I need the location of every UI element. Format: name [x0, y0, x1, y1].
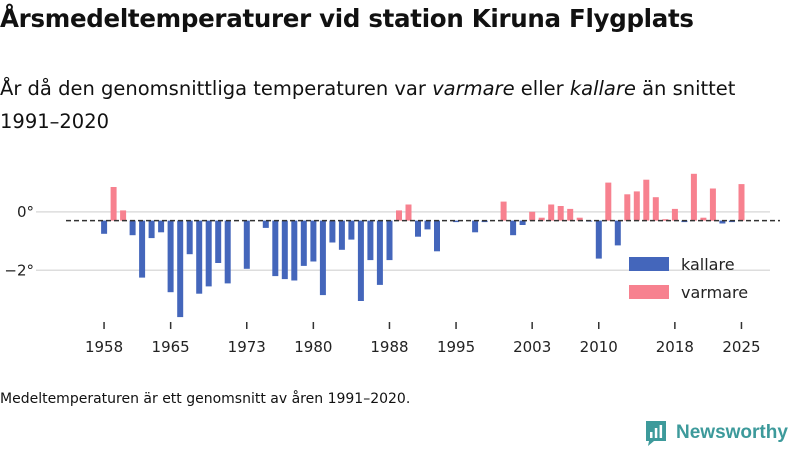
- brand-name: Newsworthy: [676, 422, 788, 443]
- bar-2004: [538, 217, 545, 221]
- bar-1973: [243, 220, 250, 269]
- subtitle-part-2: eller: [514, 77, 570, 100]
- bar-2002: [519, 220, 526, 225]
- bar-chart: 0° −2° 1958 1965 1973 1980 1988 1995 2003 2010 201…: [4, 173, 780, 356]
- subtitle-warm-word: varmare: [432, 77, 515, 100]
- bar-1982: [329, 220, 336, 243]
- x-tick-label: 1958: [85, 338, 123, 356]
- bar-1976: [272, 220, 279, 277]
- bar-2015: [643, 179, 650, 221]
- bar-2003: [529, 211, 536, 221]
- bar-2001: [510, 220, 517, 236]
- bar-2020: [690, 173, 697, 221]
- bar-1993: [434, 220, 440, 252]
- bar-1975: [262, 220, 269, 228]
- legend-label-warm: varmare: [681, 283, 748, 302]
- x-tick-label: 1995: [437, 338, 475, 356]
- bar-1989: [396, 210, 402, 221]
- bar-1971: [224, 220, 231, 284]
- bar-2018: [671, 208, 678, 221]
- x-tick-label: 2010: [580, 338, 618, 356]
- bar-2014: [633, 191, 640, 221]
- chart-subtitle: År då den genomsnittliga temperaturen va…: [0, 72, 790, 138]
- subtitle-part-3: än snittet 1991–2020: [0, 77, 736, 133]
- y-tick-label: 0°: [17, 203, 34, 221]
- brand-logo: Newsworthy: [644, 418, 788, 448]
- bar-2021: [700, 217, 707, 221]
- bar-1970: [215, 220, 222, 263]
- bar-2012: [614, 220, 621, 246]
- bar-1984: [348, 220, 355, 240]
- subtitle-part-1: År då den genomsnittliga temperaturen va…: [0, 77, 433, 100]
- bar-1981: [319, 220, 326, 296]
- bar-1967: [186, 220, 193, 255]
- x-tick-label: 2025: [722, 338, 760, 356]
- bar-1961: [129, 220, 136, 236]
- x-tick-label: 2003: [513, 338, 551, 356]
- bar-1977: [281, 220, 288, 280]
- bar-2008: [576, 217, 583, 221]
- bar-1980: [310, 220, 317, 262]
- bar-1968: [196, 220, 203, 294]
- bar-2016: [652, 197, 659, 221]
- x-tick-label: 1965: [152, 338, 190, 356]
- bar-1978: [291, 220, 298, 281]
- bar-2022: [709, 188, 716, 221]
- bar-1966: [177, 220, 184, 318]
- bar-1986: [367, 220, 374, 261]
- bar-2000: [500, 201, 507, 221]
- footnote: Medeltemperaturen är ett genomsnitt av å…: [0, 391, 411, 407]
- newsworthy-logo-icon: [646, 421, 666, 446]
- subtitle-cold-word: kallare: [569, 77, 636, 100]
- bar-1959: [110, 187, 117, 221]
- bar-1979: [300, 220, 307, 266]
- bar-2023: [719, 220, 726, 224]
- bar-2010: [595, 220, 602, 259]
- x-tick-label: 1988: [370, 338, 408, 356]
- bar-1985: [357, 220, 364, 301]
- legend-swatch-warm: [629, 285, 669, 299]
- bar-1983: [338, 220, 345, 250]
- legend-swatch-cold: [629, 257, 669, 271]
- bar-1997: [472, 220, 479, 233]
- y-tick-label: −2°: [4, 261, 34, 279]
- chart-title: Årsmedeltemperaturer vid station Kiruna …: [0, 4, 694, 33]
- bar-1962: [139, 220, 146, 278]
- bar-1992: [424, 220, 431, 230]
- bar-1995: [453, 220, 460, 223]
- bar-1988: [386, 220, 393, 261]
- bar-1987: [376, 220, 383, 285]
- bar-2011: [605, 182, 612, 221]
- bar-2006: [557, 206, 564, 221]
- legend-label-cold: kallare: [681, 255, 735, 274]
- bar-1958: [101, 220, 108, 234]
- bar-1991: [415, 220, 421, 237]
- bar-1969: [205, 220, 212, 287]
- bar-1960: [120, 210, 127, 221]
- bar-2007: [567, 208, 574, 221]
- bar-2005: [548, 204, 555, 221]
- bar-1990: [405, 204, 412, 221]
- bar-1964: [158, 220, 165, 233]
- bar-2025: [738, 184, 745, 221]
- x-tick-label: 1980: [294, 338, 332, 356]
- bar-2013: [624, 194, 631, 221]
- x-tick-label: 1973: [228, 338, 266, 356]
- bar-1963: [148, 220, 155, 239]
- bar-2017: [662, 219, 669, 221]
- x-tick-label: 2018: [656, 338, 694, 356]
- bar-1965: [167, 220, 174, 293]
